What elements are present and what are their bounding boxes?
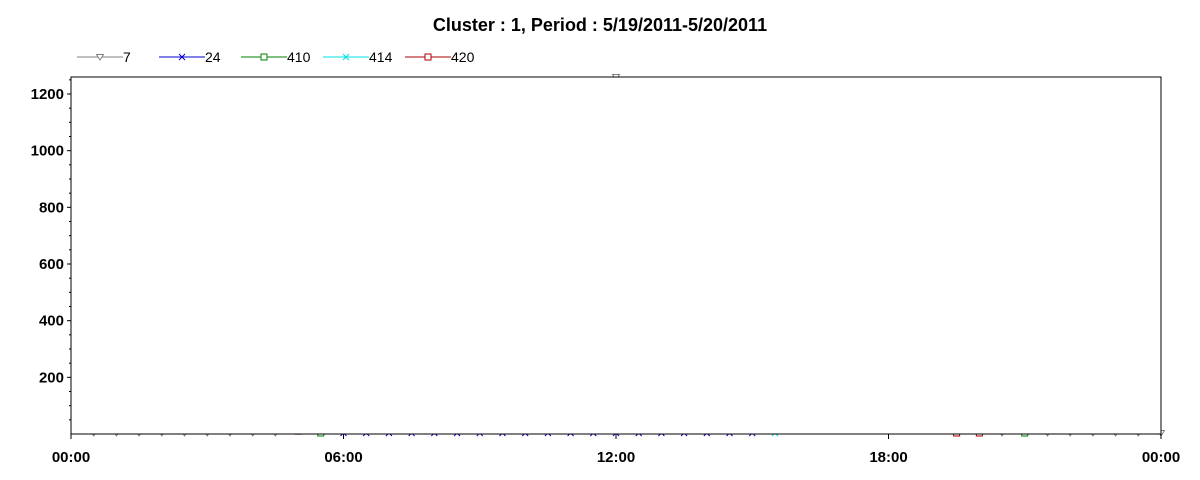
chart-title: Cluster : 1, Period : 5/19/2011-5/20/201… (433, 15, 767, 35)
x-tick-label: 00:00 (1142, 449, 1180, 466)
data-point (178, 53, 186, 61)
legend-label: 7 (123, 49, 131, 65)
legend-item-7: 7 (77, 49, 131, 65)
legend-label: 420 (451, 49, 475, 65)
legend-label: 414 (369, 49, 393, 65)
y-tick-label: 600 (39, 256, 64, 273)
y-tick-label: 1200 (31, 86, 64, 103)
x-tick-label: 12:00 (597, 449, 635, 466)
legend-item-24: 24 (159, 49, 221, 65)
data-point (424, 53, 432, 61)
legend-label: 24 (205, 49, 221, 65)
legend-item-420: 420 (405, 49, 475, 65)
x-tick-label: 18:00 (869, 449, 907, 466)
plot-frame (70, 76, 1162, 435)
x-tick-label: 00:00 (52, 449, 90, 466)
y-tick-label: 400 (39, 313, 64, 330)
data-point-stroke (342, 53, 350, 61)
x-tick-label: 06:00 (324, 449, 362, 466)
axes (67, 76, 1162, 439)
data-point (342, 53, 350, 61)
legend: 7 24 410 414 420 (77, 49, 475, 65)
y-tick-label: 800 (39, 199, 64, 216)
legend-item-414: 414 (323, 49, 393, 65)
legend-item-410: 410 (241, 49, 311, 65)
data-point (95, 54, 105, 61)
y-tick-label: 1000 (31, 143, 64, 160)
legend-label: 410 (287, 49, 311, 65)
tick-labels: 200 400 600 800 1000 1200 00:00 06:00 12:00 18:00… (31, 86, 1181, 466)
data-point-stroke (178, 53, 186, 61)
y-tick-label: 200 (39, 369, 64, 386)
data-point (260, 53, 268, 61)
